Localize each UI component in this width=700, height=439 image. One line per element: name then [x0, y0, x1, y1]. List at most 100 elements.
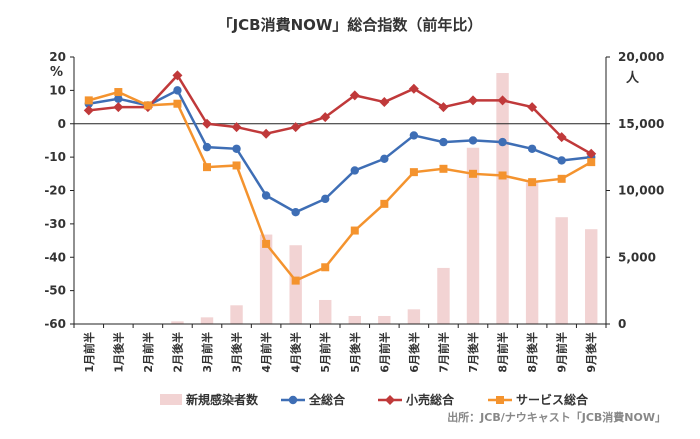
- series-marker-2: [84, 96, 93, 105]
- axes-layer: [70, 56, 610, 328]
- series-line-0: [88, 88, 592, 214]
- series-marker-2: [350, 226, 359, 235]
- y-right-tick-label: 5,000: [618, 250, 656, 264]
- series-marker-2: [380, 199, 389, 208]
- ticks-layer: 20 10 0 -10 -20 -30 -40 -50 -60 20,000 15,000 10,00…: [44, 50, 664, 373]
- legend-marker: [496, 396, 504, 404]
- series-marker-0: [557, 156, 566, 165]
- series-marker-1: [113, 102, 124, 113]
- series-marker-1: [497, 95, 508, 106]
- series-marker-0: [498, 137, 507, 147]
- series-marker-0: [380, 154, 389, 163]
- series-marker-0: [291, 207, 300, 217]
- series-marker-2: [291, 276, 300, 285]
- bar-15: [525, 182, 539, 324]
- series-marker-2: [498, 171, 507, 180]
- series-marker-0: [321, 194, 330, 204]
- x-tick-label: 8月後半: [525, 332, 539, 373]
- series-marker-2: [321, 263, 330, 272]
- x-tick-label: 6月後半: [407, 332, 421, 373]
- x-tick-label: 6月前半: [377, 332, 391, 373]
- x-tick-label: 4月後半: [289, 332, 303, 373]
- x-tick-label: 1月前半: [82, 332, 96, 373]
- x-tick-label: 5月後半: [348, 332, 362, 373]
- legend: 新規感染者数 全総合 小売総合 サービス総合: [160, 392, 589, 407]
- y-right-tick-label: 15,000: [618, 117, 664, 131]
- series-marker-2: [409, 168, 418, 177]
- series-marker-0: [114, 94, 123, 103]
- y-left-unit: %: [50, 65, 63, 80]
- series-marker-2: [262, 239, 271, 248]
- series-marker-0: [261, 191, 271, 200]
- y-left-tick-label: 10: [49, 83, 66, 97]
- bar-14: [496, 73, 509, 325]
- series-marker-2: [232, 161, 241, 170]
- series-marker-2: [469, 169, 477, 178]
- series-marker-1: [290, 122, 301, 133]
- x-tick-label: 2月後半: [170, 332, 184, 373]
- legend-label: 新規感染者数: [186, 392, 259, 407]
- legend-swatch-bar: [160, 394, 182, 405]
- bar-7: [289, 245, 302, 324]
- bar-3: [171, 321, 184, 324]
- source-note: 出所：JCB/ナウキャスト「JCB消費NOW」: [447, 410, 666, 424]
- series-marker-2: [557, 174, 566, 183]
- bar-4: [200, 317, 214, 324]
- bar-9: [348, 315, 361, 324]
- x-tick-label: 3月前半: [200, 332, 214, 373]
- x-tick-label: 5月前半: [318, 332, 332, 373]
- bar-8: [319, 299, 332, 324]
- y-right-tick-label: 20,000: [618, 50, 664, 64]
- series-marker-1: [349, 90, 360, 101]
- series-marker-2: [203, 163, 211, 172]
- y-left-tick-label: -60: [44, 317, 66, 331]
- y-left-tick-label: -40: [44, 250, 66, 264]
- y-right-tick-label: 10,000: [618, 184, 664, 198]
- x-tick-label: 8月前半: [496, 332, 510, 373]
- series-marker-2: [528, 178, 537, 187]
- chart-title: 「JCB消費NOW」総合指数（前年比）: [218, 16, 483, 34]
- series-marker-1: [83, 105, 94, 116]
- y-left-tick-label: -20: [44, 184, 66, 198]
- series-marker-0: [439, 137, 448, 147]
- x-tick-label: 9月後半: [584, 332, 598, 373]
- series-marker-1: [556, 132, 567, 143]
- bar-10: [378, 315, 391, 324]
- bar-11: [407, 309, 421, 324]
- series-marker-0: [468, 136, 478, 145]
- x-tick-label: 4月前半: [259, 332, 273, 373]
- series-marker-1: [320, 112, 331, 123]
- series-line-2: [88, 90, 592, 283]
- legend-label: 全総合: [308, 392, 346, 407]
- series-marker-1: [408, 83, 419, 94]
- bar-17: [585, 229, 598, 324]
- series-marker-1: [379, 97, 390, 108]
- x-tick-label: 3月後半: [230, 332, 244, 373]
- series-marker-1: [527, 102, 538, 113]
- legend-label: サービス総合: [516, 392, 589, 407]
- series-marker-2: [439, 164, 448, 173]
- legend-marker: [385, 395, 395, 405]
- y-left-tick-label: -30: [44, 217, 66, 231]
- legend-label: 小売総合: [406, 392, 455, 407]
- series-marker-0: [173, 86, 182, 95]
- series-marker-1: [468, 95, 478, 106]
- y-right-tick-label: 0: [618, 317, 626, 331]
- legend-marker: [288, 395, 298, 405]
- y-left-tick-label: 20: [49, 50, 66, 64]
- y-left-tick-label: -10: [44, 150, 66, 164]
- y-left-tick-label: -50: [44, 284, 66, 298]
- series-marker-0: [409, 131, 419, 140]
- bar-6: [259, 234, 273, 324]
- series-marker-1: [438, 102, 449, 113]
- x-tick-label: 9月前半: [555, 332, 569, 373]
- series-marker-2: [173, 99, 182, 108]
- series-marker-2: [143, 101, 152, 110]
- series-line-1: [88, 73, 592, 155]
- x-tick-label: 7月後半: [466, 332, 480, 373]
- series-marker-2: [114, 88, 123, 97]
- series-marker-1: [172, 70, 183, 81]
- series-marker-1: [202, 118, 212, 129]
